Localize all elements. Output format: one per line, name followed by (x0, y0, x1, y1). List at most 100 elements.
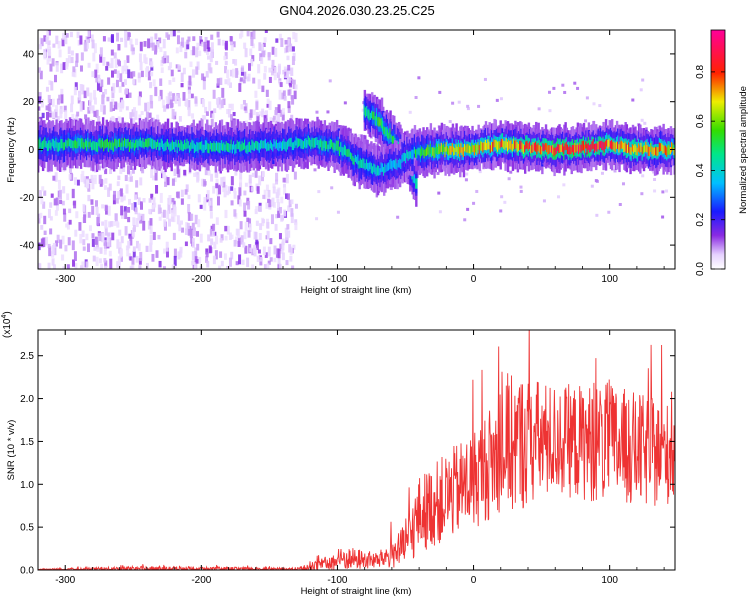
noise-cell (243, 210, 247, 217)
branch-cell (371, 166, 375, 175)
ridge-cell (477, 142, 480, 151)
ridge-cell (144, 138, 148, 147)
ridge-cell (49, 140, 52, 149)
noise-cell (150, 61, 154, 68)
noise-cell (293, 171, 297, 180)
noise-cell (224, 60, 228, 66)
noise-cell (287, 101, 291, 109)
ridge-cell (454, 147, 457, 156)
noise-cell (71, 71, 75, 77)
ridge-cell (500, 138, 504, 148)
noise-cell (125, 65, 129, 75)
noise-cell (272, 186, 276, 194)
ridge-cell (141, 140, 144, 148)
noise-cell (233, 187, 237, 194)
ridge-cell (164, 142, 167, 152)
branch-cell (370, 163, 374, 174)
ridge-cell (326, 141, 329, 150)
noise-cell (262, 42, 266, 48)
noise-cell (123, 206, 127, 212)
noise-cell (267, 189, 271, 198)
noise-cell (287, 230, 291, 238)
colorbar-tick-label: 0.6 (695, 114, 706, 128)
ridge-cell (278, 142, 281, 152)
noise-cell (226, 190, 230, 196)
spectrogram-ylabel: Frequency (Hz) (6, 117, 17, 182)
noise-cell (64, 34, 68, 45)
noise-cell (212, 255, 216, 265)
ridge-cell (95, 141, 99, 152)
ridge-cell (486, 143, 489, 151)
noise-cell (119, 165, 123, 175)
branch-cell (384, 127, 387, 137)
noise-cell (278, 233, 282, 240)
noise-cell (233, 209, 237, 217)
noise-cell (131, 264, 135, 269)
ridge-cell (105, 138, 108, 148)
noise-cell (408, 110, 412, 114)
noise-cell (292, 31, 296, 40)
noise-cell (271, 197, 275, 207)
noise-cell (222, 184, 226, 193)
noise-cell (110, 49, 114, 56)
ridge-cell (313, 138, 317, 148)
noise-cell (208, 200, 212, 206)
noise-cell (196, 42, 200, 51)
noise-cell (437, 191, 441, 195)
noise-cell (91, 233, 95, 239)
noise-cell (203, 41, 207, 52)
noise-cell (483, 77, 487, 81)
ridge-cell (210, 143, 214, 152)
noise-cell (145, 245, 149, 252)
noise-cell (187, 89, 191, 100)
noise-cell (39, 70, 43, 80)
ridge-cell (304, 138, 307, 148)
ridge-cell (609, 141, 613, 149)
noise-cell (590, 184, 594, 188)
noise-cell (38, 190, 42, 199)
noise-cell (259, 53, 263, 62)
snr-ylabel: SNR (10 * v/v) (6, 420, 17, 481)
noise-cell (40, 98, 44, 108)
ridge-cell (506, 141, 510, 152)
noise-cell (134, 207, 138, 215)
noise-cell (594, 179, 598, 183)
noise-cell (573, 81, 577, 85)
noise-cell (267, 246, 271, 257)
noise-cell (82, 239, 86, 246)
noise-cell (243, 231, 247, 240)
noise-cell (282, 69, 286, 75)
noise-cell (153, 202, 157, 208)
noise-cell (68, 174, 72, 180)
noise-cell (265, 184, 269, 191)
ridge-cell (48, 140, 51, 151)
noise-cell (77, 97, 81, 104)
ridge-cell (657, 147, 660, 156)
noise-cell (120, 99, 124, 109)
noise-cell (65, 223, 69, 228)
ridge-cell (661, 143, 664, 152)
noise-cell (163, 219, 167, 227)
ridge-cell (74, 139, 78, 149)
noise-cell (105, 66, 109, 71)
ridge-cell (516, 142, 520, 153)
noise-cell (263, 73, 267, 80)
ridge-cell (498, 141, 501, 150)
ridge-cell (224, 144, 227, 153)
noise-cell (239, 77, 243, 82)
snr-xtick-label: -100 (327, 575, 347, 586)
noise-cell (275, 113, 279, 121)
ridge-cell (186, 138, 189, 149)
noise-cell (618, 202, 622, 206)
ridge-cell (99, 138, 102, 148)
noise-cell (98, 174, 102, 184)
noise-cell (499, 97, 503, 101)
noise-cell (157, 204, 161, 215)
noise-cell (246, 76, 250, 82)
noise-cell (81, 84, 85, 95)
noise-cell (289, 255, 293, 262)
noise-cell (262, 50, 266, 58)
ridge-cell (279, 141, 282, 149)
ridge-cell (520, 140, 523, 150)
noise-cell (62, 208, 66, 215)
